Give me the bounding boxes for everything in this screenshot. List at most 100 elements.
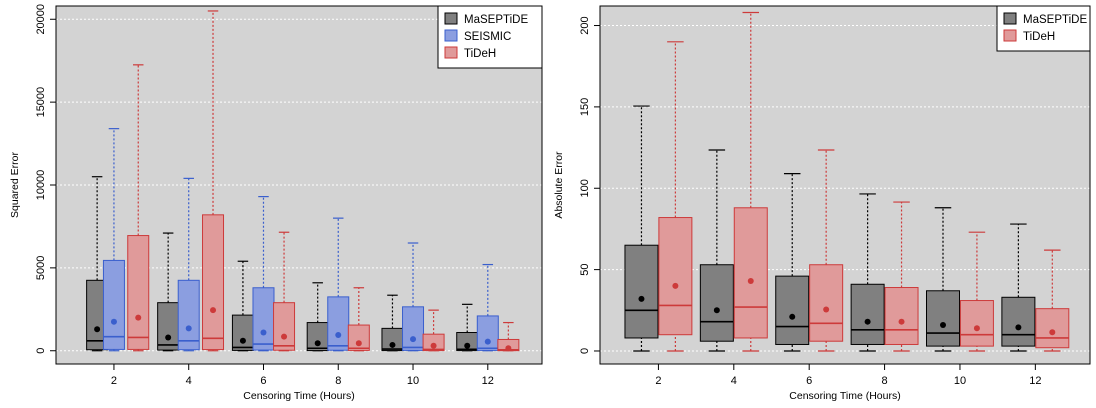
- mean-point: [484, 338, 491, 345]
- mean-point: [973, 325, 980, 332]
- box-iqr: [959, 300, 994, 347]
- mean-point: [464, 342, 471, 349]
- mean-point: [135, 314, 142, 321]
- box-iqr: [327, 296, 350, 351]
- legend-label: TiDeH: [464, 48, 496, 60]
- box-iqr: [884, 287, 919, 345]
- y-tick-label: 5000: [35, 256, 47, 280]
- y-tick-label: 0: [35, 348, 47, 354]
- legend: MaSEPTiDE SEISMIC TiDeH: [437, 5, 543, 69]
- mean-point: [940, 321, 946, 328]
- box-maseptide: [1001, 223, 1036, 352]
- box-iqr: [775, 275, 810, 345]
- box-iqr: [177, 279, 200, 351]
- box-tideh: [809, 149, 844, 352]
- x-tick-label: 8: [882, 375, 888, 387]
- x-axis-label: Censoring Time (Hours): [789, 390, 900, 402]
- legend-swatch: [444, 46, 458, 59]
- box-tideh: [658, 41, 693, 352]
- box-maseptide: [775, 173, 810, 352]
- box-iqr: [422, 333, 445, 352]
- box-iqr: [402, 306, 425, 351]
- x-tick-label: 2: [655, 375, 661, 387]
- box-iqr: [658, 217, 693, 336]
- box-maseptide: [926, 207, 960, 352]
- mean-point: [864, 318, 871, 325]
- legend: MaSEPTiDE TiDeH: [996, 5, 1091, 52]
- box-iqr: [926, 290, 960, 347]
- box-tideh: [202, 10, 225, 352]
- box-tideh: [422, 309, 445, 352]
- mean-point: [430, 342, 437, 349]
- box-iqr: [231, 314, 254, 351]
- box-iqr: [273, 302, 296, 351]
- box-maseptide: [306, 282, 329, 352]
- mean-point: [389, 341, 396, 348]
- y-tick-label: 200: [579, 16, 591, 34]
- legend-swatch: [444, 12, 458, 25]
- box-seismic: [252, 196, 275, 352]
- box-maseptide: [699, 149, 734, 352]
- box-maseptide: [157, 232, 180, 352]
- x-tick-label: 12: [482, 375, 494, 387]
- x-tick-label: 6: [806, 375, 812, 387]
- x-tick-label: 2: [111, 375, 117, 387]
- box-iqr: [347, 324, 370, 351]
- box-maseptide: [86, 176, 109, 352]
- mean-point: [314, 340, 321, 347]
- box-iqr: [127, 235, 150, 350]
- mean-point: [410, 336, 417, 343]
- box-seismic: [177, 177, 200, 352]
- y-tick-label: 10000: [35, 170, 47, 201]
- box-tideh: [497, 321, 520, 352]
- y-tick-label: 50: [579, 263, 591, 275]
- mean-point: [823, 306, 830, 313]
- mean-point: [747, 278, 754, 285]
- mean-point: [1049, 329, 1056, 336]
- y-axis-label: Absolute Error: [553, 151, 565, 219]
- legend-swatch: [444, 29, 458, 42]
- mean-point: [789, 313, 796, 320]
- mean-point: [335, 331, 342, 338]
- box-maseptide: [231, 260, 254, 352]
- squared-error-boxplot: 0 5000 10000 15000 20000 2 4 6 8 10 12 Censoring Ti…: [9, 4, 543, 402]
- box-iqr: [202, 214, 225, 351]
- legend-box: [996, 5, 1091, 52]
- box-maseptide: [624, 105, 659, 352]
- box-iqr: [157, 302, 180, 351]
- box-seismic: [476, 263, 499, 352]
- x-axis-label: Censoring Time (Hours): [243, 390, 354, 402]
- box-maseptide: [850, 193, 885, 352]
- box-iqr: [850, 283, 885, 345]
- box-iqr: [102, 259, 125, 350]
- mean-point: [110, 318, 117, 325]
- y-tick-label: 150: [579, 98, 591, 116]
- box-iqr: [733, 207, 768, 339]
- mean-point: [239, 337, 246, 344]
- box-iqr: [1035, 308, 1070, 349]
- x-tick-label: 8: [335, 375, 341, 387]
- absolute-error-boxplot: 0 50 100 150 200 2 4 6 8 10 12 Censoring Time (Hour…: [553, 5, 1091, 402]
- mean-point: [672, 282, 679, 289]
- legend-label: SEISMIC: [464, 31, 511, 43]
- legend-label: MaSEPTiDE: [464, 14, 528, 26]
- legend-swatch: [1003, 29, 1017, 42]
- mean-point: [281, 333, 288, 340]
- x-tick-label: 4: [731, 375, 737, 387]
- mean-point: [638, 295, 645, 302]
- mean-point: [505, 345, 512, 352]
- box-iqr: [624, 244, 659, 339]
- box-maseptide: [456, 303, 479, 352]
- plot-border: [599, 5, 1091, 365]
- y-tick-label: 0: [579, 348, 591, 354]
- box-tideh: [1035, 249, 1070, 352]
- mean-point: [210, 307, 217, 314]
- y-axis-label: Squared Error: [9, 152, 21, 218]
- mean-point: [94, 326, 101, 333]
- mean-point: [185, 325, 192, 332]
- mean-point: [898, 318, 905, 325]
- box-iqr: [306, 322, 329, 352]
- box-seismic: [402, 242, 425, 352]
- x-tick-label: 10: [954, 375, 966, 387]
- box-tideh: [733, 11, 768, 352]
